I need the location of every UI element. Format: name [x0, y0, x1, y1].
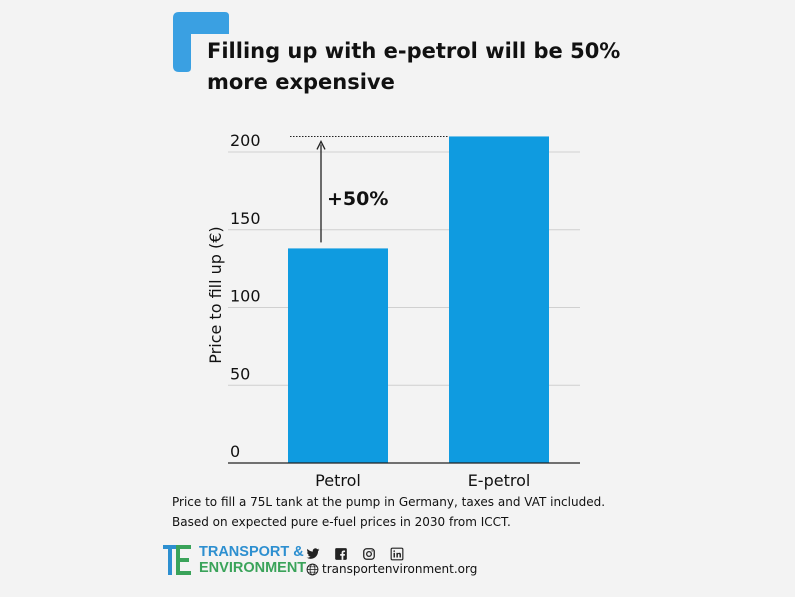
globe-icon — [306, 563, 319, 575]
y-tick-label: 50 — [230, 364, 250, 383]
y-tick-label: 200 — [230, 131, 261, 150]
social-links — [306, 546, 404, 561]
increase-arrow-head — [316, 139, 326, 150]
y-tick-label: 150 — [230, 209, 261, 228]
y-axis-label: Price to fill up (€) — [206, 226, 225, 363]
facebook-icon[interactable] — [334, 546, 348, 560]
twitter-icon[interactable] — [306, 546, 320, 560]
brand-line-1: TRANSPORT & — [199, 544, 304, 560]
chart-title: Filling up with e-petrol will be 50% mor… — [207, 39, 621, 94]
bar-petrol — [288, 248, 388, 463]
brand-name: TRANSPORT & ENVIRONMENT — [199, 544, 306, 576]
x-tick-label: Petrol — [315, 471, 361, 490]
linkedin-icon[interactable] — [390, 546, 404, 561]
website-url: transportenvironment.org — [322, 562, 478, 576]
annotation-label: +50% — [327, 188, 388, 210]
website-link[interactable]: transportenvironment.org — [306, 562, 477, 576]
y-tick-label: 0 — [230, 442, 240, 461]
te-logo-icon — [163, 545, 191, 575]
footnote: Price to fill a 75L tank at the pump in … — [172, 492, 612, 532]
instagram-icon[interactable] — [362, 546, 376, 560]
y-tick-label: 100 — [230, 287, 261, 306]
footnote-line-1: Price to fill a 75L tank at the pump in … — [172, 495, 606, 509]
brand-line-2: ENVIRONMENT — [199, 560, 307, 576]
footnote-line-2: Based on expected pure e-fuel prices in … — [172, 515, 511, 529]
bar-e-petrol — [449, 136, 549, 463]
corner-accent-shape — [173, 12, 229, 72]
x-tick-label: E-petrol — [468, 471, 531, 490]
